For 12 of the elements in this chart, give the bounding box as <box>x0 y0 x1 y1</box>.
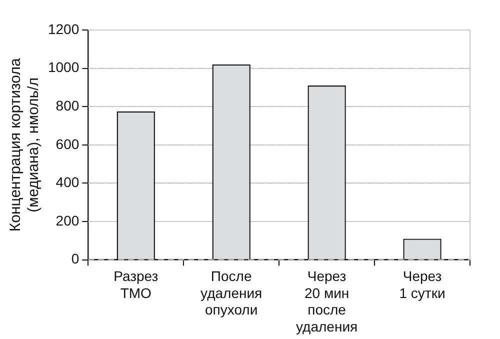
y-tick-label: 1000 <box>48 59 80 76</box>
y-tick-label: 0 <box>71 250 80 267</box>
y-tick-label: 800 <box>56 97 80 114</box>
x-tick-label: После удаления опухоли <box>200 268 262 318</box>
x-tick-label: Через 1 сутки <box>399 268 446 301</box>
y-tick-label: 600 <box>56 136 80 152</box>
y-tick-label: 400 <box>56 174 80 190</box>
x-tick-label: Через 20 мин после удаления <box>296 268 358 334</box>
x-tick-label: Разрез ТМО <box>114 268 158 301</box>
y-axis-title: Концентрация кортизола (медиана), нмоль/л <box>7 58 42 232</box>
y-tick-label: 200 <box>56 212 80 228</box>
y-tick-label: 1200 <box>48 20 80 37</box>
